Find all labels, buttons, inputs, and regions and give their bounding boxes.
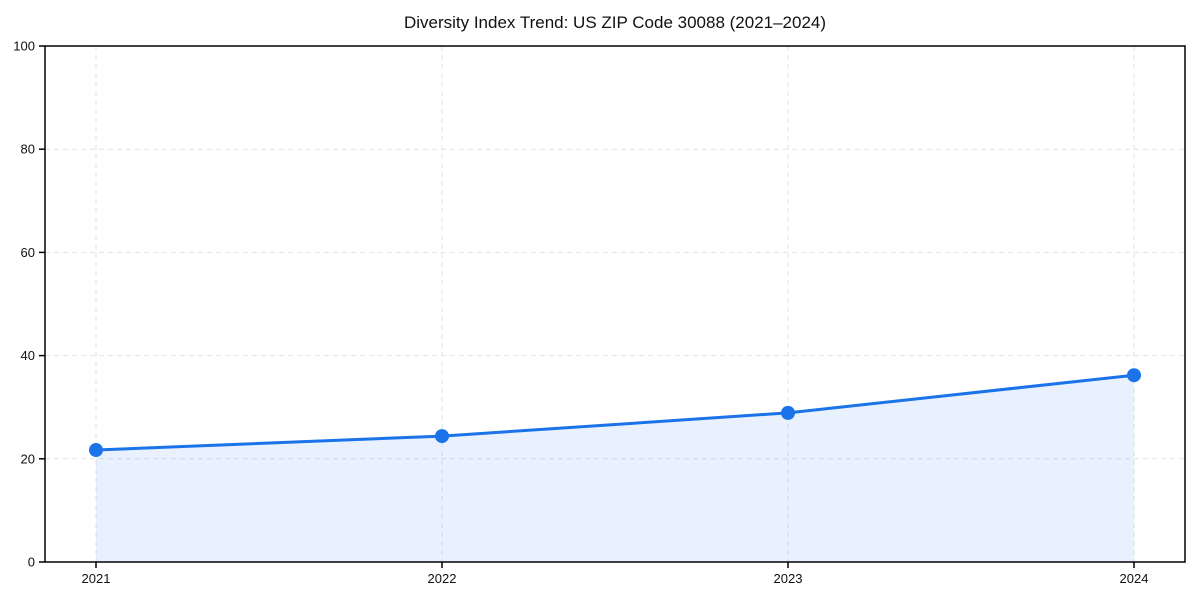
chart-title: Diversity Index Trend: US ZIP Code 30088… — [404, 13, 826, 32]
data-point-2023 — [781, 405, 795, 420]
x-tick-label: 2024 — [1120, 571, 1149, 586]
series-layer — [89, 368, 1141, 562]
area-fill — [96, 375, 1134, 562]
data-point-2024 — [1127, 368, 1141, 383]
y-tick-label: 100 — [13, 39, 35, 54]
trend-line — [94, 373, 1136, 452]
plot-border — [44, 45, 1186, 563]
y-tick-label: 40 — [21, 348, 35, 363]
data-point-2022 — [435, 429, 449, 444]
x-tick-label: 2022 — [428, 571, 457, 586]
data-point-2021 — [89, 443, 103, 458]
y-tick-label: 60 — [21, 245, 35, 260]
y-tick-label: 80 — [21, 142, 35, 157]
y-tick-label: 0 — [28, 555, 35, 570]
axes-layer: 0 20 40 60 80 100 2021 2022 2023 2024 — [13, 39, 1186, 586]
x-tick-label: 2023 — [774, 571, 803, 586]
x-tick-label: 2021 — [82, 571, 111, 586]
y-tick-label: 20 — [21, 451, 35, 466]
